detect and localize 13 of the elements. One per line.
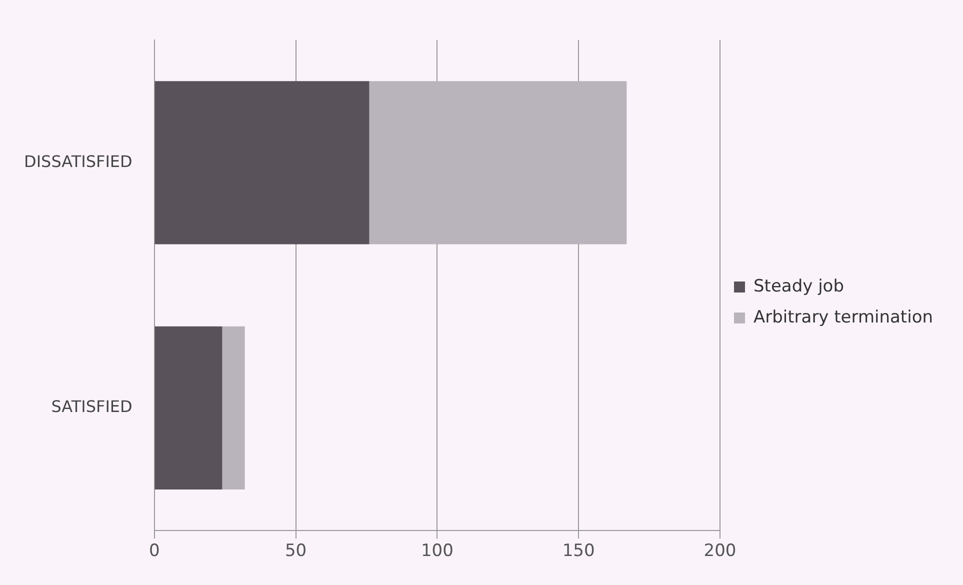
x-tick-label: 0 — [148, 541, 160, 562]
bar — [222, 326, 245, 490]
bar — [154, 326, 222, 490]
x-tick-label: 200 — [704, 541, 736, 562]
y-tick-label: DISSATISFIED — [24, 152, 132, 171]
legend-label: Steady job — [753, 276, 844, 296]
x-tick-label: 50 — [284, 541, 307, 562]
bar — [369, 81, 627, 244]
bar — [154, 81, 370, 244]
legend-label: Arbitrary termination — [753, 307, 934, 328]
y-tick-label: SATISFIED — [51, 397, 132, 416]
x-tick-label: 150 — [562, 541, 595, 562]
x-tick-label: 100 — [420, 541, 454, 562]
